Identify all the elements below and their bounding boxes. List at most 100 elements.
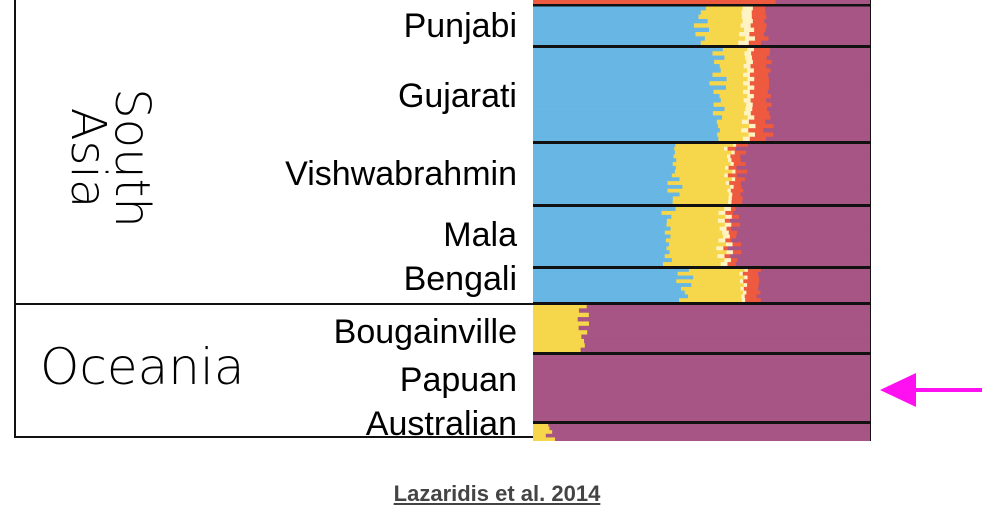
bar-segment-red [751, 14, 767, 20]
bar-segment-yellow [682, 184, 731, 190]
region-label-south-asia: South Asia [30, 80, 190, 235]
bar-segment-red [735, 169, 748, 174]
bar-segment-red [724, 218, 731, 224]
bar-segment-yellow [533, 308, 580, 314]
bar-segment-yellow [672, 162, 731, 167]
bar-segment-purple [533, 354, 871, 359]
bar-segment-blue [533, 76, 727, 82]
bar-segment-yellow [533, 312, 590, 318]
bar-segment-purple [533, 394, 871, 400]
bar-segment-yellow [698, 14, 743, 20]
bar-segment-red [749, 81, 770, 86]
bar-segment-yellow [533, 437, 556, 441]
bar-segment-purple [548, 423, 871, 427]
bar-segment-yellow [726, 76, 748, 82]
bar-segment-purple [769, 111, 871, 116]
bar-segment-red [736, 143, 749, 148]
bar-segment-red [730, 188, 744, 193]
bar-segment-yellow [533, 338, 585, 344]
bar-segment-purple [737, 173, 871, 178]
bar-segment-red [727, 262, 737, 267]
region-label-oceania: Oceania [40, 338, 245, 396]
bar-segment-yellow [693, 275, 745, 280]
bar-segment-cream [740, 286, 745, 292]
bar-segment-red [745, 298, 762, 303]
bar-segment-blue [533, 55, 725, 61]
bar-segment-cream [723, 234, 731, 239]
bar-segment-purple [743, 188, 871, 193]
bar-segment-cream [732, 169, 736, 174]
population-separator [533, 4, 870, 7]
bar-segment-red [752, 106, 768, 112]
bar-segment-yellow [724, 106, 746, 112]
bar-segment-red [749, 89, 769, 95]
bar-segment-yellow [700, 40, 739, 46]
bar-segment-red [752, 102, 772, 108]
bar-segment-blue [533, 222, 667, 228]
bar-segment-cream [743, 283, 748, 288]
bar-segment-red [730, 154, 741, 159]
bar-segment-yellow [719, 94, 748, 99]
bar-segment-purple [730, 254, 871, 259]
bar-segment-purple [730, 218, 871, 224]
bar-segment-cream [717, 218, 726, 224]
bar-segment-cream [731, 177, 736, 182]
chart-right-border [870, 0, 871, 441]
bar-segment-cream [745, 106, 753, 112]
bar-segment-red [732, 192, 741, 197]
bar-segment-purple [735, 262, 871, 267]
bar-segment-red [726, 226, 732, 231]
bar-segment-purple [766, 106, 871, 112]
bar-segment-purple [748, 143, 871, 148]
bar-segment-yellow [676, 279, 741, 284]
bar-segment-yellow [675, 143, 734, 148]
bar-segment-red [750, 111, 770, 116]
bar-segment-yellow [704, 36, 746, 42]
bar-segment-cream [741, 14, 753, 20]
bar-segment-purple [741, 184, 871, 190]
bar-segment-cream [724, 207, 732, 212]
bar-segment-red [749, 72, 769, 78]
bar-segment-purple [758, 283, 871, 288]
bar-segment-red [747, 283, 760, 288]
bar-segment-cream [741, 10, 753, 16]
bar-segment-purple [765, 27, 871, 33]
bar-segment-yellow [713, 89, 744, 95]
bar-segment-cream [747, 94, 755, 99]
bar-segment-purple [736, 234, 871, 239]
bar-segment-red [725, 238, 732, 243]
bar-segment-yellow [671, 214, 726, 220]
bar-segment-purple [767, 89, 871, 95]
bar-segment-purple [766, 23, 871, 29]
bar-segment-yellow [714, 59, 747, 65]
bar-segment-blue [533, 177, 680, 182]
bar-segment-blue [533, 234, 671, 239]
bar-segment-purple [584, 338, 871, 344]
bar-segment-red [748, 40, 762, 46]
bar-segment-blue [533, 158, 677, 163]
bar-segment-cream [743, 72, 751, 78]
bar-segment-cream [747, 68, 755, 74]
bar-segment-red [729, 234, 737, 239]
bar-segment-cream [746, 102, 754, 108]
bar-segment-blue [533, 230, 666, 235]
bar-segment-blue [533, 200, 674, 205]
bar-segment-cream [718, 238, 726, 243]
bar-segment-blue [533, 162, 674, 167]
bar-segment-cream [744, 275, 748, 280]
bar-segment-purple [760, 268, 871, 273]
bar-segment-yellow [533, 334, 582, 340]
bar-segment-yellow [687, 294, 742, 299]
bar-segment-purple [740, 154, 871, 159]
bar-segment-yellow [533, 430, 553, 435]
bar-segment-cream [728, 158, 732, 163]
bar-segment-purple [588, 312, 871, 318]
bar-segment-purple [549, 426, 871, 431]
bar-segment-blue [533, 298, 680, 303]
bar-segment-blue [533, 290, 686, 295]
bar-segment-blue [533, 181, 668, 186]
bar-segment-cream [742, 136, 751, 142]
bar-segment-purple [766, 55, 871, 61]
bar-segment-yellow [674, 146, 725, 152]
bar-segment-purple [580, 347, 871, 353]
